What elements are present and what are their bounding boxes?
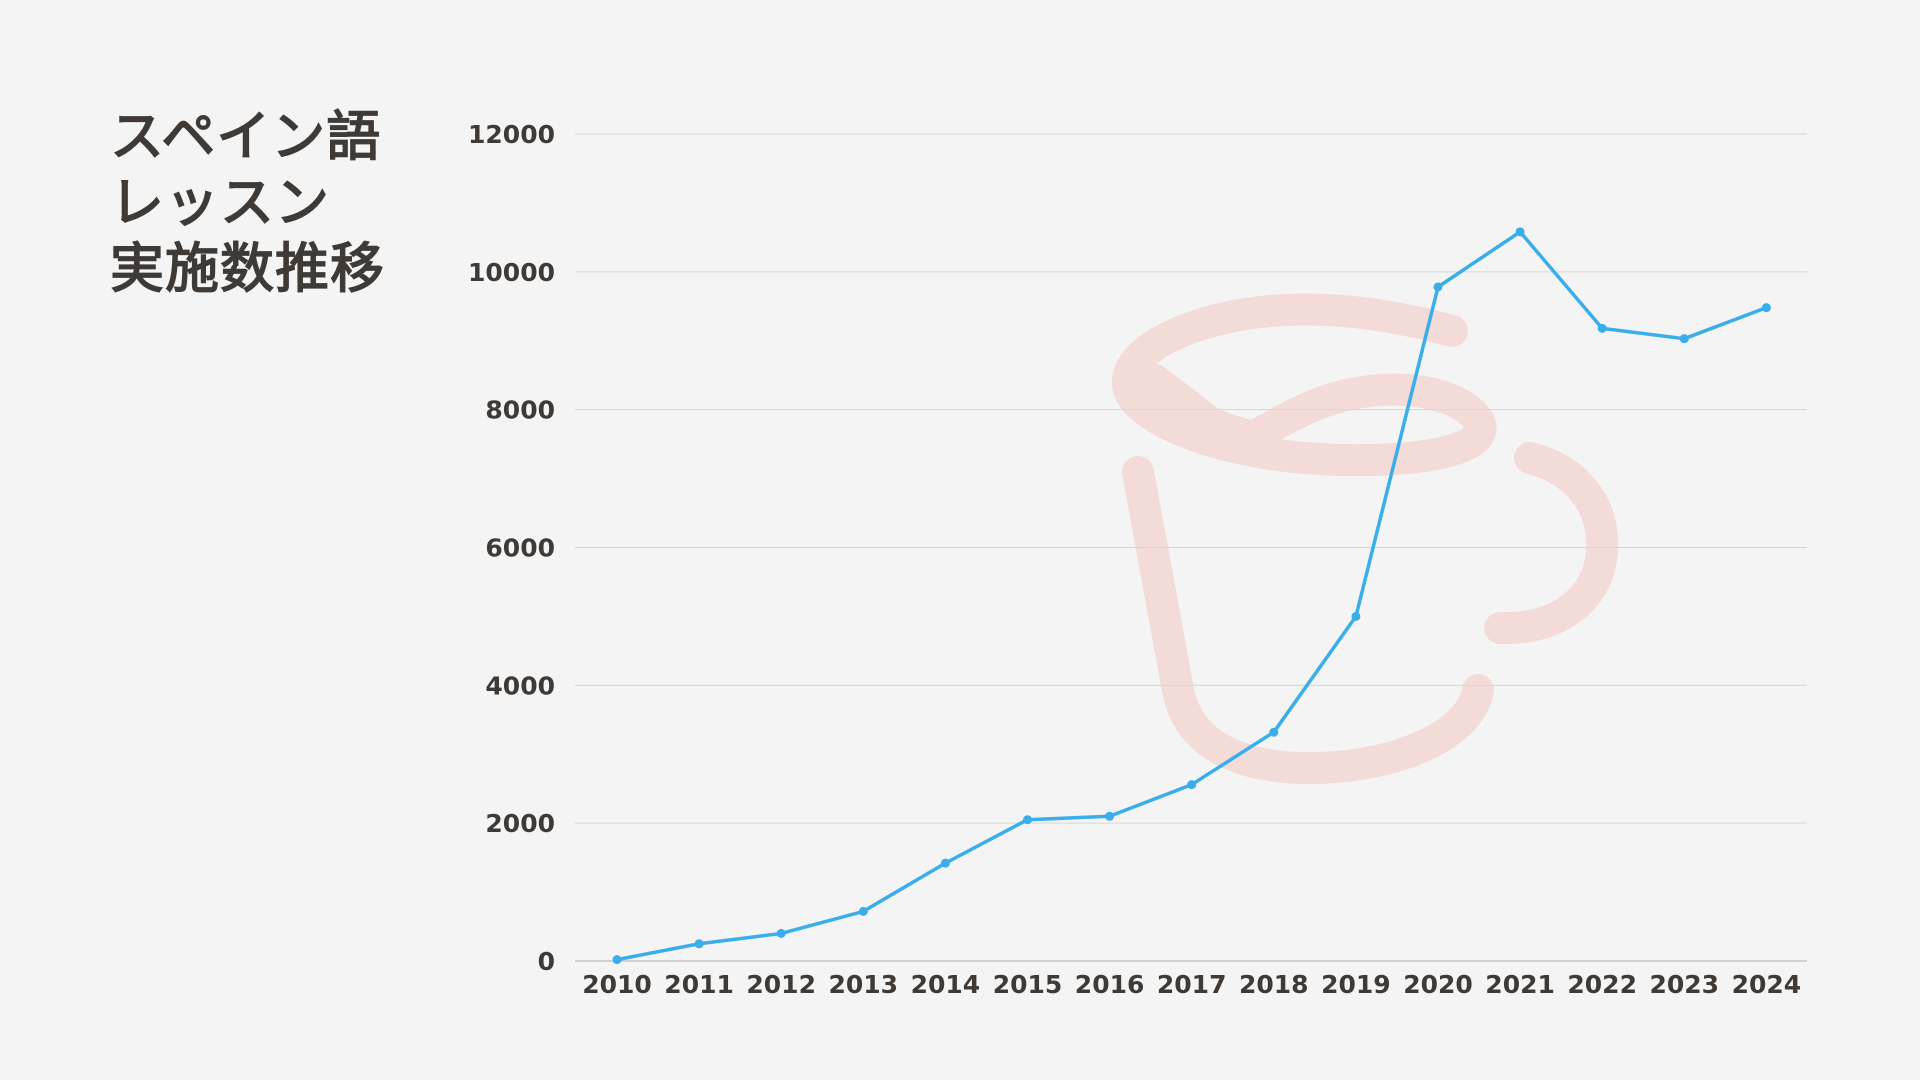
y-tick-label: 4000 bbox=[485, 671, 555, 700]
y-axis-tick-labels: 0 2000 4000 6000 8000 10000 12000 bbox=[468, 120, 555, 976]
x-tick-label: 2020 bbox=[1403, 970, 1473, 999]
y-tick-label: 0 bbox=[538, 947, 555, 976]
x-tick-label: 2012 bbox=[746, 970, 816, 999]
data-point bbox=[1515, 227, 1525, 237]
x-tick-label: 2024 bbox=[1732, 970, 1802, 999]
data-point bbox=[1023, 815, 1032, 825]
series-group bbox=[612, 227, 1771, 965]
data-point bbox=[1269, 727, 1279, 737]
x-tick-label: 2011 bbox=[664, 970, 734, 999]
y-tick-label: 12000 bbox=[468, 120, 555, 149]
data-point bbox=[1679, 334, 1689, 344]
data-point bbox=[776, 928, 786, 938]
x-tick-label: 2013 bbox=[829, 970, 899, 999]
x-tick-label: 2014 bbox=[911, 970, 981, 999]
y-tick-label: 6000 bbox=[485, 534, 555, 563]
data-point bbox=[1761, 303, 1771, 313]
title-line-1: スペイン語 bbox=[110, 105, 382, 168]
x-tick-label: 2021 bbox=[1485, 970, 1555, 999]
y-tick-label: 8000 bbox=[485, 396, 555, 425]
data-point bbox=[1105, 811, 1115, 821]
x-tick-label: 2019 bbox=[1321, 970, 1391, 999]
x-tick-label: 2023 bbox=[1650, 970, 1720, 999]
x-tick-label: 2010 bbox=[582, 970, 652, 999]
title-line-3: 実施数推移 bbox=[110, 237, 385, 300]
x-tick-label: 2017 bbox=[1157, 970, 1227, 999]
x-tick-label: 2018 bbox=[1239, 970, 1309, 999]
data-point bbox=[612, 955, 622, 965]
x-axis-tick-labels: 2010 2011 2012 2013 2014 2015 2016 2017 2018 2019… bbox=[582, 970, 1801, 999]
data-point bbox=[1187, 780, 1197, 790]
x-tick-label: 2015 bbox=[993, 970, 1063, 999]
x-tick-label: 2022 bbox=[1567, 970, 1637, 999]
title-line-2: レッスン bbox=[110, 171, 330, 234]
data-point bbox=[858, 906, 868, 916]
x-tick-label: 2016 bbox=[1075, 970, 1145, 999]
data-point bbox=[940, 858, 950, 868]
y-gridlines bbox=[575, 133, 1807, 962]
data-point bbox=[1351, 611, 1361, 621]
data-point bbox=[694, 939, 704, 949]
y-tick-label: 10000 bbox=[468, 258, 555, 287]
coffee-cup-icon bbox=[1111, 293, 1619, 785]
data-point bbox=[1597, 323, 1607, 333]
chart-title: スペイン語 レッスン 実施数推移 bbox=[110, 104, 385, 302]
data-point bbox=[1433, 282, 1443, 292]
y-tick-label: 2000 bbox=[485, 809, 555, 838]
